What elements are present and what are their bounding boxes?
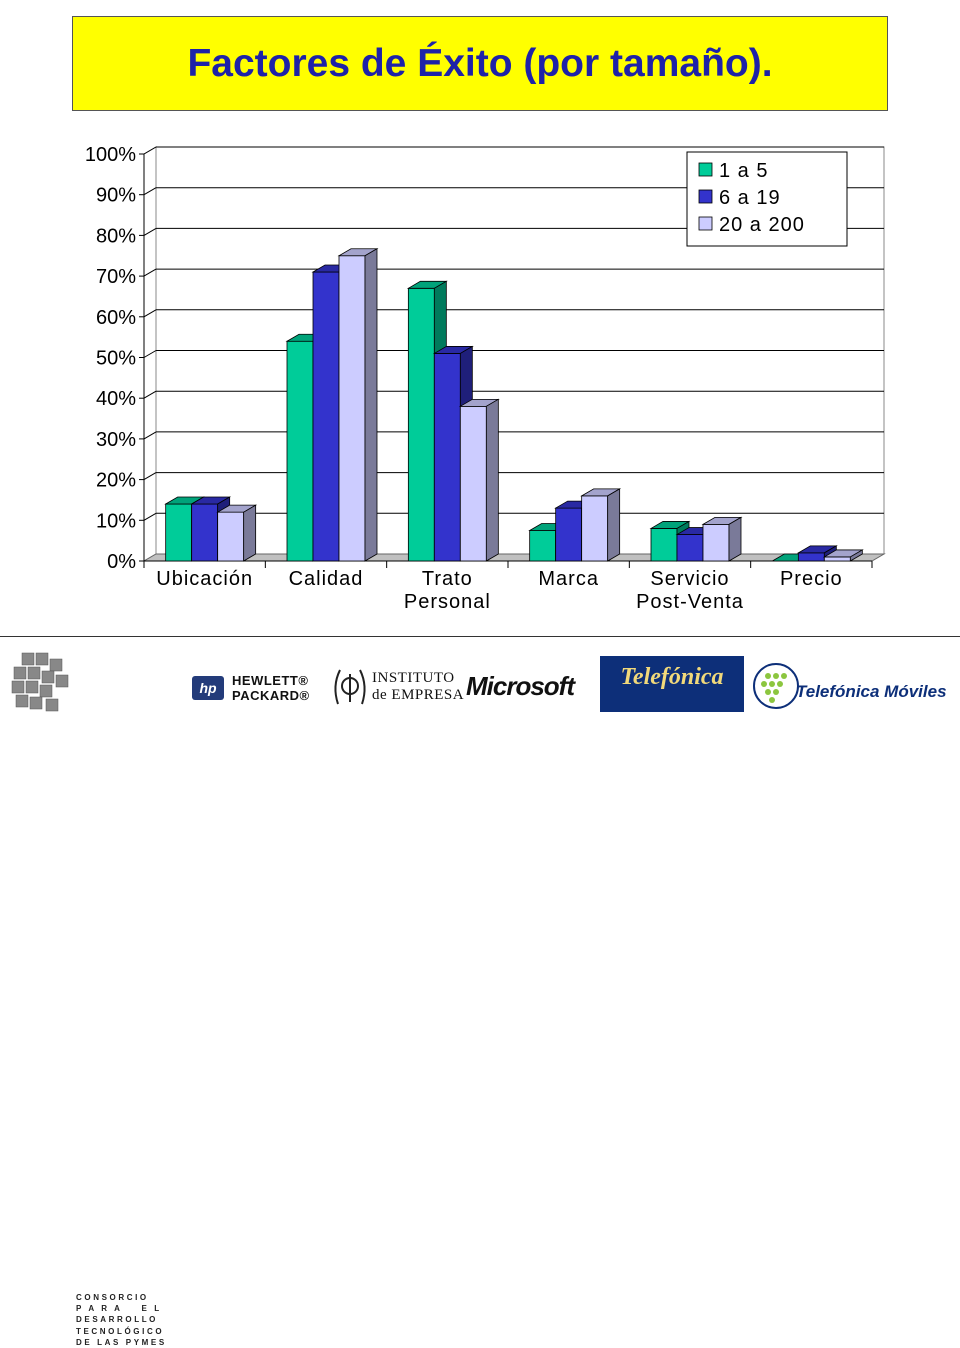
bar bbox=[555, 507, 583, 562]
instituto-emblem-icon bbox=[334, 669, 366, 705]
bar bbox=[529, 530, 557, 562]
bar-side bbox=[607, 488, 621, 562]
x-tick-label: Marca bbox=[538, 568, 599, 590]
bar bbox=[217, 511, 245, 562]
y-tick-label: 50% bbox=[96, 348, 136, 370]
legend-label: 20 a 200 bbox=[719, 214, 805, 236]
bar bbox=[676, 534, 704, 562]
bar bbox=[338, 255, 366, 562]
hp-logo-text: HEWLETT® PACKARD® bbox=[232, 673, 310, 703]
bar bbox=[459, 405, 487, 562]
gridline-side bbox=[143, 146, 157, 155]
bar bbox=[191, 503, 219, 562]
x-tick-label: Calidad bbox=[289, 568, 364, 590]
legend-box bbox=[686, 151, 848, 247]
bar bbox=[286, 340, 314, 562]
bar bbox=[650, 528, 678, 562]
x-tick-label: Ubicación bbox=[156, 568, 253, 590]
y-tick-label: 10% bbox=[96, 510, 136, 532]
telefonica-logo-text: Telefónica bbox=[620, 664, 724, 690]
legend-label: 1 a 5 bbox=[719, 160, 768, 182]
bar bbox=[702, 523, 730, 562]
bar bbox=[407, 287, 435, 562]
bar-side bbox=[485, 398, 499, 562]
y-tick-label: 20% bbox=[96, 470, 136, 492]
gridline-side bbox=[143, 350, 157, 358]
telefonica-moviles-dots-icon bbox=[753, 663, 799, 709]
gridline-side bbox=[143, 309, 157, 318]
bar-side bbox=[849, 549, 863, 562]
legend-swatch bbox=[698, 162, 713, 177]
legend-swatch bbox=[698, 189, 713, 204]
bar-chart: 0% 10% 20% 30% 40% 50% 60% 70% 80% 90% 100% Ubicaci… bbox=[85, 144, 886, 613]
bar bbox=[433, 353, 461, 562]
x-tick-label: Servicio bbox=[650, 568, 729, 590]
gridline-side bbox=[143, 227, 157, 236]
y-tick-label: 80% bbox=[96, 225, 136, 247]
gridline-side bbox=[143, 187, 157, 196]
x-tick-label: Personal bbox=[404, 591, 491, 613]
bar bbox=[797, 552, 825, 562]
gridline-side bbox=[143, 390, 157, 399]
gridline-side bbox=[143, 431, 157, 440]
x-tick-label: Trato bbox=[422, 568, 473, 590]
y-tick-label: 90% bbox=[96, 185, 136, 207]
y-tick-label: 100% bbox=[85, 144, 136, 166]
gridline-side bbox=[143, 268, 157, 277]
x-tick-label: Post-Venta bbox=[636, 591, 744, 613]
bar bbox=[312, 271, 340, 562]
consorcio-text: CONSORCIO P A R A E L DESARROLLO TECNOLÓ… bbox=[76, 1293, 167, 1347]
legend-swatch bbox=[698, 216, 713, 231]
page-title: Factores de Éxito (por tamaño). bbox=[187, 41, 773, 85]
y-tick-label: 0% bbox=[107, 551, 136, 573]
instituto-logo-text: INSTITUTO de EMPRESA bbox=[372, 670, 465, 703]
bar-side bbox=[243, 504, 257, 562]
telefonica-logo-box bbox=[600, 656, 744, 712]
microsoft-logo: Microsoft bbox=[466, 671, 575, 701]
bar bbox=[165, 503, 193, 562]
gridline-side bbox=[143, 472, 157, 481]
telefonica-moviles-text: Telefónica Móviles bbox=[796, 682, 947, 701]
legend-label: 6 a 19 bbox=[719, 187, 781, 209]
y-tick-label: 60% bbox=[96, 307, 136, 329]
y-tick-label: 70% bbox=[96, 266, 136, 288]
gridline-side bbox=[143, 512, 157, 521]
y-tick-label: 40% bbox=[96, 388, 136, 410]
chart-floor bbox=[142, 553, 886, 562]
bar-side bbox=[728, 516, 742, 562]
bar-side bbox=[364, 248, 378, 562]
bar bbox=[823, 556, 851, 562]
hp-logo-mark: hp bbox=[192, 676, 224, 700]
title-banner: Factores de Éxito (por tamaño). bbox=[72, 16, 888, 111]
y-tick-label: 30% bbox=[96, 429, 136, 451]
x-tick-label: Precio bbox=[780, 568, 843, 590]
consorcio-cube-logo bbox=[11, 652, 69, 712]
bar bbox=[581, 495, 609, 562]
